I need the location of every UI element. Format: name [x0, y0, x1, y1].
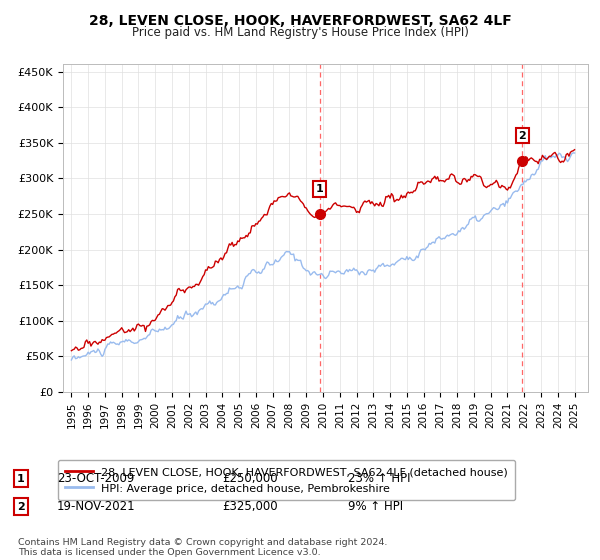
Legend: 28, LEVEN CLOSE, HOOK, HAVERFORDWEST, SA62 4LF (detached house), HPI: Average pr: 28, LEVEN CLOSE, HOOK, HAVERFORDWEST, SA… — [58, 460, 515, 500]
Text: 1: 1 — [17, 474, 25, 484]
Text: 1: 1 — [316, 184, 323, 194]
Text: 2: 2 — [518, 130, 526, 141]
Text: 9% ↑ HPI: 9% ↑ HPI — [348, 500, 403, 514]
Text: £250,000: £250,000 — [222, 472, 278, 486]
Text: £325,000: £325,000 — [222, 500, 278, 514]
Text: 23% ↑ HPI: 23% ↑ HPI — [348, 472, 410, 486]
Text: 19-NOV-2021: 19-NOV-2021 — [57, 500, 136, 514]
Text: 2: 2 — [17, 502, 25, 512]
Text: Price paid vs. HM Land Registry's House Price Index (HPI): Price paid vs. HM Land Registry's House … — [131, 26, 469, 39]
Text: 28, LEVEN CLOSE, HOOK, HAVERFORDWEST, SA62 4LF: 28, LEVEN CLOSE, HOOK, HAVERFORDWEST, SA… — [89, 14, 511, 28]
Text: 23-OCT-2009: 23-OCT-2009 — [57, 472, 134, 486]
Text: Contains HM Land Registry data © Crown copyright and database right 2024.
This d: Contains HM Land Registry data © Crown c… — [18, 538, 388, 557]
